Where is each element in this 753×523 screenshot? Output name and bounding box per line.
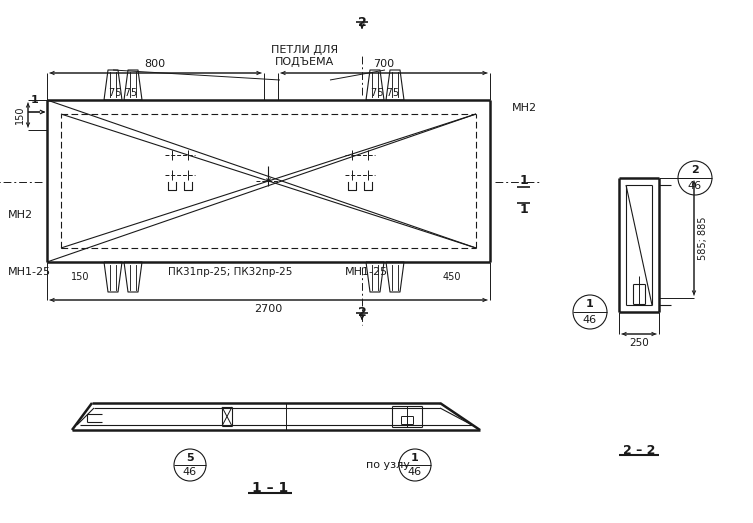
Text: ПК31пр-25; ПК32пр-25: ПК31пр-25; ПК32пр-25 (168, 267, 292, 277)
Text: 5: 5 (186, 453, 194, 463)
Text: 1: 1 (586, 299, 594, 309)
Text: 1 – 1: 1 – 1 (252, 481, 288, 495)
Text: 1: 1 (520, 174, 529, 187)
Text: МН2: МН2 (512, 103, 537, 113)
Text: 450: 450 (443, 272, 462, 282)
Text: 150: 150 (71, 272, 90, 282)
Text: 2: 2 (358, 16, 367, 28)
Text: 700: 700 (373, 59, 395, 69)
Text: 75 75: 75 75 (371, 88, 399, 98)
Text: 2 – 2: 2 – 2 (623, 444, 655, 457)
Text: МН1-25: МН1-25 (345, 267, 388, 277)
Text: МН2: МН2 (8, 210, 33, 220)
Text: 250: 250 (629, 338, 649, 348)
Text: ПЕТЛИ ДЛЯ
ПОДЪЕМА: ПЕТЛИ ДЛЯ ПОДЪЕМА (271, 44, 339, 67)
Text: 46: 46 (408, 467, 422, 477)
Text: 150: 150 (15, 106, 25, 124)
Text: 46: 46 (583, 315, 597, 325)
Text: 585; 885: 585; 885 (698, 216, 708, 260)
Text: 2: 2 (358, 306, 367, 320)
Text: 2: 2 (691, 165, 699, 175)
Text: 2700: 2700 (255, 304, 282, 314)
Text: 75 75: 75 75 (109, 88, 137, 98)
Text: 46: 46 (183, 467, 197, 477)
Text: 1: 1 (31, 95, 39, 105)
Text: МН1-25: МН1-25 (8, 267, 51, 277)
Text: 800: 800 (145, 59, 166, 69)
Text: по узлу: по узлу (366, 460, 410, 470)
Text: 1: 1 (411, 453, 419, 463)
Text: 1: 1 (520, 203, 529, 216)
Text: 46: 46 (688, 180, 702, 191)
